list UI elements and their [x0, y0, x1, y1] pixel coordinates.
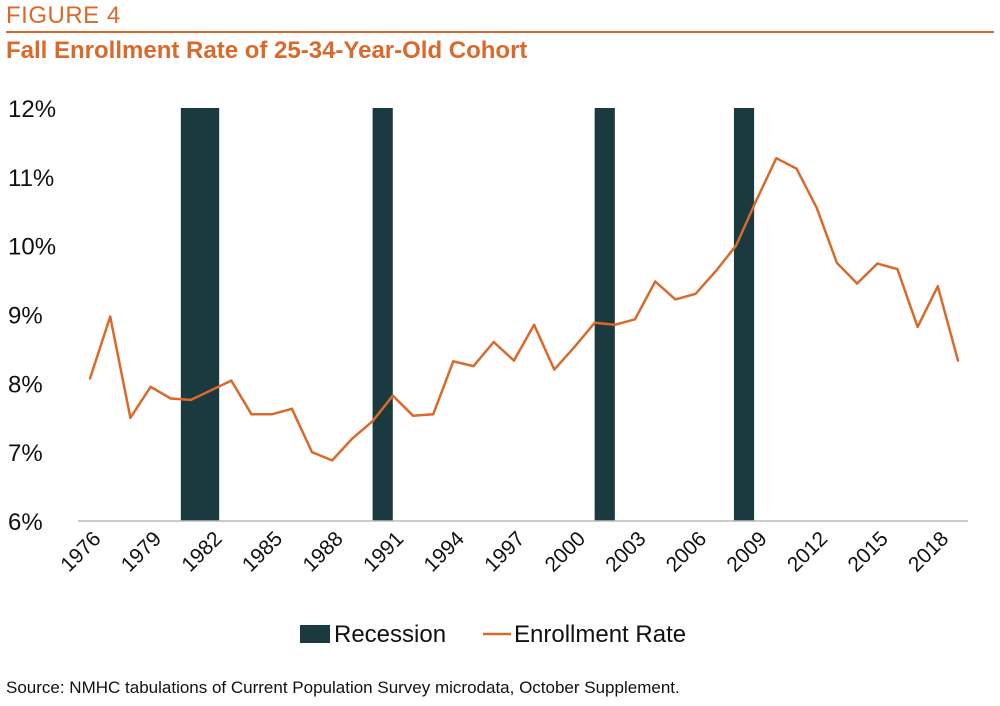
enrollment-rate-point: [876, 262, 879, 265]
chart-title: Fall Enrollment Rate of 25-34-Year-Old C…: [6, 37, 528, 64]
enrollment-rate-point: [754, 199, 758, 203]
enrollment-rate-point: [290, 407, 294, 411]
y-tick-label: 11%: [8, 165, 54, 192]
y-tick-labels: 6% 7% 8% 9% 10% 11% 12%: [8, 96, 56, 536]
enrollment-rate-point: [532, 323, 536, 327]
legend-label-enrollment: Enrollment Rate: [514, 621, 686, 648]
enrollment-rate-point: [169, 397, 172, 400]
x-tick-labels: 1976 1979 1982 1985 1988 1991 1994 1997 2000 2003…: [56, 527, 953, 577]
legend-swatch-recession: [300, 625, 330, 643]
enrollment-rate-point: [331, 459, 334, 462]
enrollment-rate-point: [734, 244, 738, 247]
enrollment-rate-point: [936, 285, 940, 288]
x-tick-label: 2006: [662, 527, 711, 576]
enrollment-rate-point: [553, 368, 556, 371]
x-tick-label: 1982: [177, 527, 226, 576]
enrollment-rate-point: [411, 414, 415, 417]
x-tick-label: 2012: [783, 527, 832, 576]
x-tick-label: 1985: [238, 527, 287, 576]
x-tick-label: 2015: [843, 527, 892, 576]
x-tick-label: 1997: [480, 527, 529, 576]
recession-bar: [372, 108, 393, 521]
enrollment-rate-point: [108, 315, 112, 318]
y-tick-label: 8%: [8, 371, 43, 398]
enrollment-rate-point: [129, 416, 132, 419]
x-tick-label: 2003: [601, 527, 650, 576]
x-tick-label: 1979: [117, 527, 166, 576]
enrollment-rate-point: [815, 206, 818, 210]
enrollment-rate-point: [775, 157, 778, 160]
enrollment-rate-point: [431, 413, 435, 416]
x-tick-label: 1994: [420, 527, 470, 577]
enrollment-rate-point: [896, 267, 899, 271]
enrollment-rate-point: [573, 345, 576, 349]
enrollment-rate-point: [250, 413, 253, 416]
enrollment-rate-point: [452, 360, 455, 363]
recession-bar: [733, 108, 755, 521]
enrollment-rate-point: [88, 377, 92, 380]
enrollment-rate-point: [209, 389, 213, 392]
enrollment-rate-point: [391, 394, 394, 397]
enrollment-rate-point: [835, 261, 839, 265]
enrollment-rate-point: [472, 364, 475, 368]
y-tick-label: 10%: [8, 234, 56, 261]
enrollment-rate-point: [916, 325, 919, 329]
x-tick-label: 2009: [722, 527, 771, 576]
enrollment-rate-point: [270, 413, 273, 416]
x-tick-label: 1988: [298, 527, 347, 576]
enrollment-line: [88, 156, 960, 462]
figure-rule: [6, 31, 994, 33]
enrollment-rate-point: [593, 321, 596, 324]
recession-bar: [180, 108, 220, 521]
enrollment-rate-point: [310, 450, 314, 454]
enrollment-rate-point: [674, 298, 677, 301]
x-tick-label: 2000: [541, 527, 590, 576]
enrollment-rate-point: [512, 359, 516, 362]
recession-bar: [594, 108, 615, 521]
y-tick-label: 7%: [8, 440, 43, 467]
enrollment-rate-point: [694, 292, 697, 296]
source-note: Source: NMHC tabulations of Current Popu…: [6, 678, 680, 697]
x-tick-label: 1991: [359, 527, 408, 576]
enrollment-rate-point: [855, 282, 859, 285]
y-tick-label: 9%: [8, 303, 43, 330]
enrollment-rate-point: [654, 280, 657, 283]
enrollment-rate-point: [492, 340, 495, 344]
legend: Recession Enrollment Rate: [300, 621, 686, 648]
figure-label: FIGURE 4: [6, 2, 121, 29]
legend-label-recession: Recession: [334, 621, 446, 648]
y-tick-label: 6%: [8, 509, 43, 536]
enrollment-rate-point: [189, 398, 193, 402]
enrollment-rate-point: [714, 269, 717, 273]
enrollment-rate-point: [613, 323, 617, 327]
x-tick-label: 2018: [904, 527, 953, 576]
enrollment-rate-point: [633, 318, 637, 321]
enrollment-rate-line: [88, 156, 960, 462]
enrollment-rate-point: [371, 419, 374, 423]
enrollment-rate-point: [230, 379, 233, 382]
enrollment-rate-point: [795, 167, 798, 170]
recession-bars: [180, 108, 755, 521]
enrollment-rate-point: [351, 437, 354, 440]
enrollment-rate-point: [149, 385, 152, 388]
x-tick-label: 1976: [56, 527, 105, 576]
enrollment-rate-point: [956, 359, 960, 362]
y-tick-label: 12%: [8, 96, 56, 123]
